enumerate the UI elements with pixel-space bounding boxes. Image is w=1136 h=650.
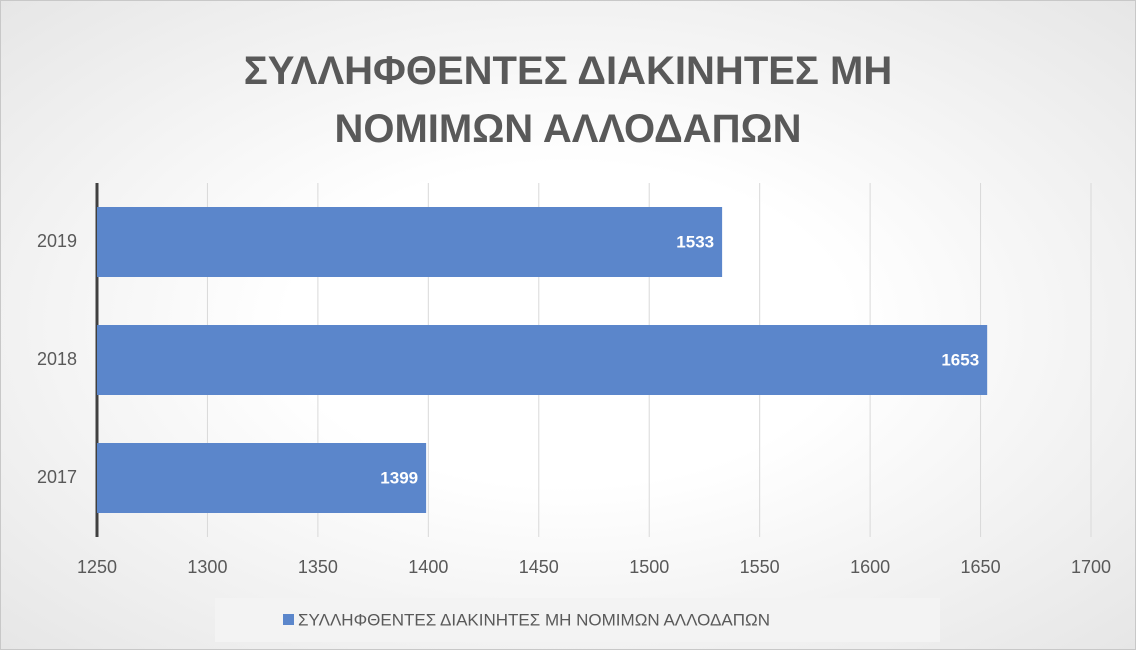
x-tick-label: 1350: [298, 557, 338, 577]
bar: [97, 325, 988, 395]
x-tick-label: 1250: [77, 557, 117, 577]
x-tick-label: 1550: [740, 557, 780, 577]
y-tick-label: 2017: [37, 467, 77, 487]
x-tick-label: 1450: [519, 557, 559, 577]
x-tick-label: 1600: [850, 557, 890, 577]
x-tick-label: 1700: [1071, 557, 1111, 577]
legend-swatch: [283, 614, 294, 625]
data-label: 1653: [941, 350, 979, 369]
y-tick-label: 2018: [37, 349, 77, 369]
x-tick-label: 1650: [961, 557, 1001, 577]
x-tick-label: 1500: [629, 557, 669, 577]
y-tick-label: 2019: [37, 231, 77, 251]
bar: [97, 443, 427, 513]
x-tick-label: 1300: [187, 557, 227, 577]
bar: [97, 207, 723, 277]
chart-title: ΣΥΛΛΗΦΘΕΝΤΕΣ ΔΙΑΚΙΝΗΤΕΣ ΜΗ ΝΟΜΙΜΩΝ ΑΛΛΟΔ…: [243, 49, 893, 151]
legend-box: [215, 598, 940, 642]
data-label: 1533: [676, 232, 714, 251]
data-label: 1399: [380, 468, 418, 487]
legend-label: ΣΥΛΛΗΦΘΕΝΤΕΣ ΔΙΑΚΙΝΗΤΕΣ ΜΗ ΝΟΜΙΜΩΝ ΑΛΛΟΔ…: [298, 610, 770, 629]
x-tick-label: 1400: [408, 557, 448, 577]
